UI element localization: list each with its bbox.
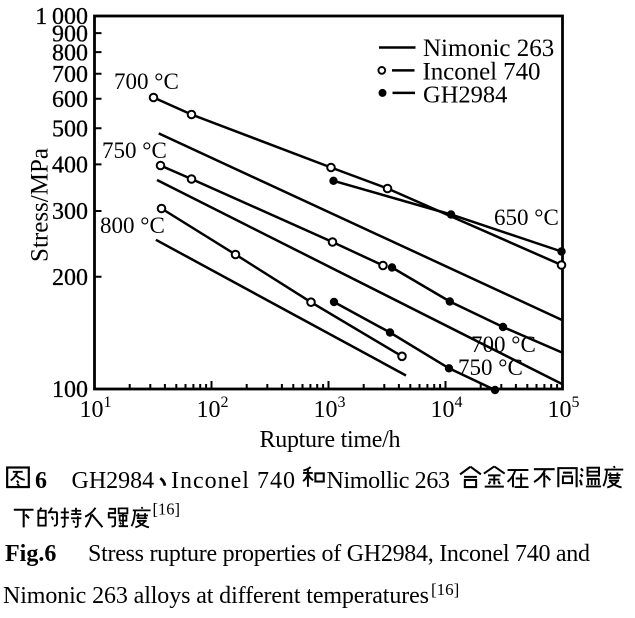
svg-text:750 °C: 750 °C	[458, 355, 523, 380]
svg-text:700 °C: 700 °C	[114, 69, 179, 94]
svg-text:750 °C: 750 °C	[102, 138, 167, 163]
svg-text:[16]: [16]	[153, 500, 181, 519]
svg-text:103: 103	[314, 394, 346, 423]
svg-text:Inconel 740: Inconel 740	[171, 468, 296, 494]
svg-text:Inconel 740: Inconel 740	[423, 59, 541, 86]
svg-text:800 °C: 800 °C	[100, 213, 165, 238]
svg-text:300: 300	[52, 199, 88, 225]
svg-text:Nimonic 263 alloys at differen: Nimonic 263 alloys at different temperat…	[3, 583, 429, 609]
svg-text:[16]: [16]	[431, 580, 459, 599]
svg-text:GH2984: GH2984	[423, 82, 507, 109]
svg-text:1 000: 1 000	[35, 4, 88, 30]
svg-text:500: 500	[52, 117, 88, 143]
svg-text:Rupture time/h: Rupture time/h	[260, 427, 401, 453]
svg-text:700: 700	[52, 62, 88, 88]
svg-text:Stress rupture properties of G: Stress rupture properties of GH2984, Inc…	[88, 541, 590, 567]
svg-text:Nimonic 263: Nimonic 263	[423, 35, 554, 62]
svg-text:400: 400	[52, 153, 88, 179]
svg-text:104: 104	[431, 394, 463, 423]
svg-text:101: 101	[80, 394, 112, 423]
svg-text:Nimollic 263: Nimollic 263	[327, 468, 450, 494]
svg-text:600: 600	[52, 87, 88, 113]
svg-text:Stress/MPa: Stress/MPa	[27, 148, 54, 262]
svg-text:650 °C: 650 °C	[494, 205, 559, 230]
svg-text:100: 100	[52, 377, 88, 403]
svg-text:Fig.6: Fig.6	[5, 541, 56, 567]
svg-text:900: 900	[52, 21, 88, 47]
svg-text:GH2984: GH2984	[72, 468, 155, 494]
svg-text:105: 105	[548, 394, 580, 423]
svg-text:700 °C: 700 °C	[471, 332, 536, 357]
svg-text:6: 6	[35, 468, 47, 494]
svg-text:200: 200	[52, 265, 88, 291]
svg-text:102: 102	[197, 394, 229, 423]
svg-text:800: 800	[52, 40, 88, 66]
